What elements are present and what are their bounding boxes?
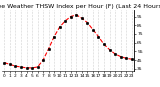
Title: Milwaukee Weather THSW Index per Hour (F) (Last 24 Hours): Milwaukee Weather THSW Index per Hour (F… (0, 4, 160, 9)
